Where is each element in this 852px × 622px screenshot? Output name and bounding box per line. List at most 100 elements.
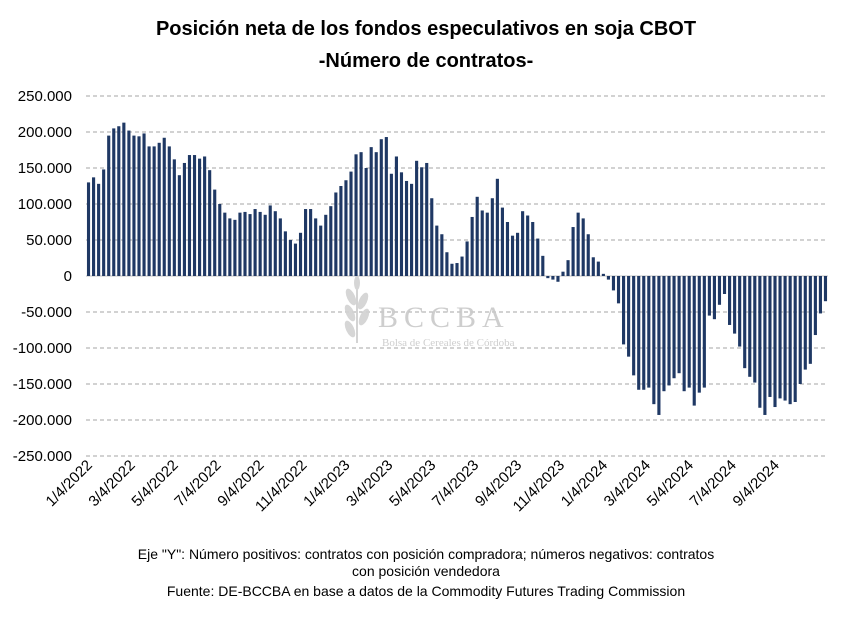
bar (753, 276, 757, 383)
bar (369, 147, 373, 276)
bar (627, 276, 631, 357)
bar (632, 276, 636, 376)
bar (455, 263, 459, 276)
bar (571, 227, 575, 276)
bar (707, 276, 711, 316)
bar (521, 211, 525, 276)
bar (319, 225, 323, 276)
bar (309, 209, 313, 276)
watermark-logo: BCCBA Bolsa de Cereales de Córdoba (344, 276, 515, 349)
x-tick-label: 5/4/2023 (386, 457, 439, 510)
bar (167, 146, 171, 276)
bar (334, 192, 338, 276)
x-tick-label: 7/4/2024 (687, 457, 740, 510)
bar (394, 156, 398, 276)
bar (152, 146, 156, 276)
bar (117, 126, 121, 277)
bar (611, 276, 616, 291)
y-tick-label: 150.000 (18, 160, 72, 177)
bar (198, 158, 202, 276)
y-tick-label: -100.000 (13, 340, 72, 357)
bar (500, 207, 504, 276)
bar (717, 276, 722, 305)
bar (505, 222, 510, 276)
bar (712, 276, 716, 320)
y-tick-label: -50.000 (21, 304, 72, 321)
chart-subtitle: -Número de contratos- (318, 50, 534, 72)
bar (268, 205, 272, 276)
bar (435, 225, 439, 276)
bar (440, 234, 444, 276)
bar (298, 232, 303, 276)
bar (616, 276, 621, 304)
bar (758, 276, 762, 408)
bar (127, 130, 131, 276)
bar (768, 276, 772, 397)
bars (86, 122, 828, 415)
bar (263, 214, 267, 276)
bar (808, 276, 812, 364)
bar (803, 276, 807, 370)
bar (586, 234, 590, 276)
bar (470, 216, 474, 276)
bar (248, 214, 252, 276)
bar (404, 180, 409, 276)
x-tick-label: 9/4/2024 (730, 457, 783, 510)
bar (177, 175, 181, 276)
bar (213, 189, 217, 276)
bar (591, 257, 595, 276)
x-tick-label: 7/4/2022 (171, 457, 224, 510)
bar (147, 146, 151, 276)
bar (581, 218, 585, 276)
y-tick-label: 100.000 (18, 196, 72, 213)
bar (702, 276, 706, 388)
bar (288, 240, 292, 276)
x-tick-label: 7/4/2023 (429, 457, 482, 510)
bar (722, 276, 727, 294)
bar (733, 276, 737, 334)
bar (86, 182, 91, 276)
bar-chart: BCCBA Bolsa de Cereales de Córdoba 250.0… (13, 88, 828, 515)
bar (728, 276, 732, 325)
y-tick-label: 50.000 (26, 232, 72, 249)
bar (510, 235, 515, 276)
chart-title: Posición neta de los fondos especulativo… (155, 18, 697, 40)
bar (637, 276, 641, 390)
x-tick-label: 5/4/2022 (128, 457, 181, 510)
y-tick-label: 250.000 (18, 88, 72, 105)
bar (172, 159, 176, 276)
bar (480, 210, 484, 276)
bar (238, 212, 242, 276)
bar (495, 178, 499, 276)
bar (384, 137, 388, 276)
bar (743, 276, 747, 369)
bar (531, 222, 535, 276)
wheat-icon (344, 276, 370, 343)
bar (672, 276, 676, 379)
x-tick-label: 3/4/2022 (85, 457, 138, 510)
bar (278, 218, 282, 276)
bar (541, 255, 545, 276)
y-tick-label: -150.000 (13, 376, 72, 393)
bar (566, 260, 570, 276)
bar (420, 167, 424, 276)
bar (415, 160, 419, 276)
bar (349, 171, 353, 276)
bar (329, 206, 333, 276)
bar (410, 183, 414, 276)
bar (283, 231, 287, 276)
bar (788, 276, 792, 405)
bar (324, 214, 328, 276)
bar (677, 276, 681, 374)
bar (798, 276, 802, 384)
bar (107, 135, 111, 276)
bar (763, 276, 767, 415)
y-tick-label: -250.000 (13, 448, 72, 465)
bar (561, 271, 565, 276)
x-tick-label: 3/4/2024 (601, 457, 654, 510)
bar (738, 276, 742, 347)
bar (526, 215, 530, 276)
bar (657, 276, 661, 415)
bar (551, 276, 555, 280)
bar (682, 276, 686, 392)
